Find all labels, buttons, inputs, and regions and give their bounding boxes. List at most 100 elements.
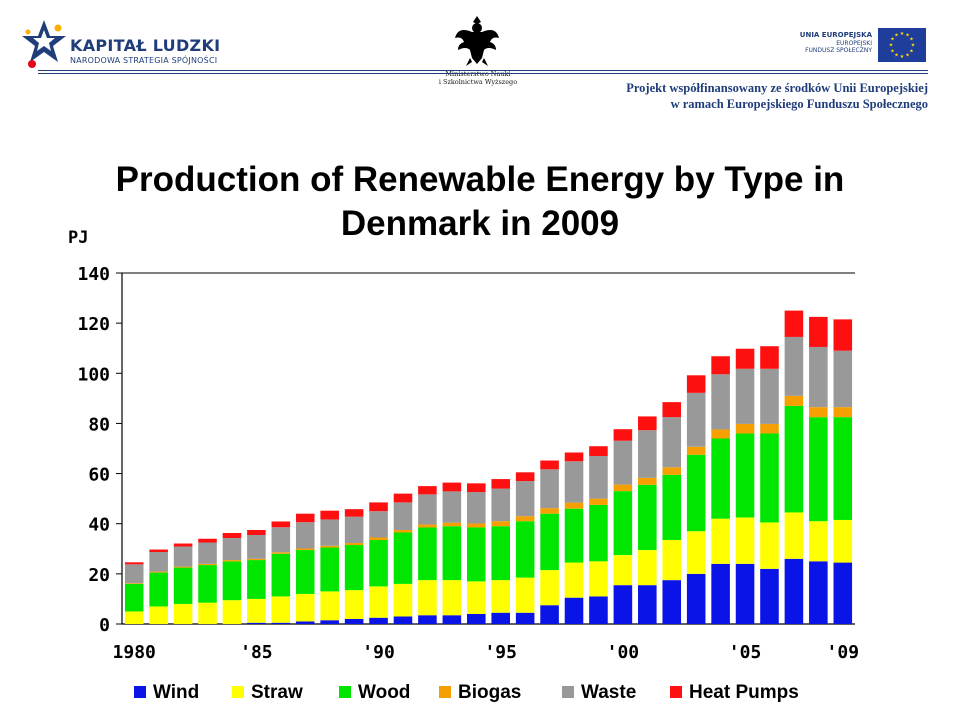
bar-biogas-2007	[784, 395, 804, 406]
eu-line-1: UNIA EUROPEJSKA	[799, 31, 872, 39]
bar-waste-1988	[320, 519, 339, 546]
x-tick-label: '05	[729, 642, 762, 663]
bar-wind-1995	[491, 612, 510, 624]
bar-wind-1991	[393, 616, 413, 624]
bar-waste-2000	[613, 440, 633, 485]
bar-straw-2007	[784, 512, 804, 559]
bar-wood-1988	[320, 547, 339, 592]
bar-straw-2006	[760, 522, 779, 569]
svg-text:★: ★	[900, 31, 905, 37]
bar-wind-2005	[735, 563, 755, 624]
svg-text:★: ★	[900, 54, 905, 60]
bar-heat-pumps-1985	[247, 529, 266, 535]
bar-wind-2004	[711, 563, 730, 624]
bar-straw-1993	[442, 580, 462, 616]
bar-heat-pumps-2001	[638, 416, 657, 431]
bar-straw-2009	[833, 519, 853, 563]
bar-heat-pumps-2000	[613, 429, 633, 441]
y-tick-label: 80	[88, 414, 110, 435]
kapital-ludzki-logo-text: KAPITAŁ LUDZKI NARODOWA STRATEGIA SPÓJNO…	[70, 36, 220, 65]
bar-waste-1992	[418, 494, 437, 525]
project-line-2: w ramach Europejskiego Funduszu Społeczn…	[670, 97, 928, 111]
bar-heat-pumps-2006	[760, 346, 779, 369]
bar-wind-1990	[369, 617, 388, 624]
legend-swatch-biogas	[439, 686, 451, 698]
bar-wood-2006	[760, 433, 779, 523]
bar-waste-1984	[222, 538, 242, 561]
bar-waste-2004	[711, 374, 730, 430]
bar-wood-2000	[613, 491, 633, 556]
bar-biogas-1985	[247, 558, 266, 561]
bar-straw-1986	[271, 596, 291, 623]
bar-straw-1980	[124, 611, 144, 624]
bar-heat-pumps-2005	[735, 348, 755, 369]
bar-heat-pumps-1997	[540, 460, 559, 470]
bar-wood-1986	[271, 553, 291, 597]
bar-waste-1998	[564, 461, 584, 503]
bar-wood-1987	[295, 550, 315, 594]
bar-wind-2003	[686, 573, 706, 624]
bar-straw-1991	[393, 583, 413, 617]
bar-biogas-1992	[418, 524, 437, 528]
bar-biogas-1987	[295, 548, 315, 551]
bar-biogas-1986	[271, 552, 291, 554]
legend-label-heat-pumps: Heat Pumps	[689, 682, 799, 703]
svg-text:★: ★	[890, 37, 895, 43]
bar-wind-1997	[540, 605, 559, 624]
svg-text:★: ★	[911, 43, 916, 49]
bar-wind-1994	[467, 613, 486, 624]
bar-heat-pumps-1987	[295, 513, 315, 523]
bar-heat-pumps-2007	[784, 310, 804, 337]
bar-waste-1983	[198, 542, 217, 564]
bar-biogas-1998	[564, 502, 584, 509]
bar-wind-1992	[418, 615, 437, 624]
bar-wind-1996	[515, 612, 535, 624]
eu-label: UNIA EUROPEJSKA EUROPEJSKI FUNDUSZ SPOŁE…	[786, 31, 872, 55]
legend-label-straw: Straw	[251, 682, 303, 703]
plot-area: 0 20 40 60 80 100 120 140 PJ 1980 '85 '90 '95 '00 '05 '…	[68, 228, 859, 663]
svg-text:★: ★	[905, 33, 910, 39]
bar-biogas-1999	[589, 498, 608, 505]
bar-waste-1997	[540, 469, 559, 509]
header-divider-line	[38, 70, 928, 74]
legend-swatch-waste	[562, 686, 574, 698]
bar-wood-1992	[418, 527, 437, 581]
bar-waste-2002	[662, 417, 682, 468]
bar-heat-pumps-1991	[393, 493, 413, 503]
bar-waste-1995	[491, 488, 510, 522]
bar-wood-2001	[638, 484, 657, 551]
bar-heat-pumps-1990	[369, 502, 388, 512]
polish-eagle-emblem-icon	[455, 16, 499, 66]
bar-biogas-1989	[344, 543, 364, 546]
bar-wood-1982	[173, 567, 193, 604]
bar-straw-2000	[613, 555, 633, 586]
bar-heat-pumps-1980	[124, 562, 144, 565]
x-tick-label: '95	[484, 642, 517, 663]
bar-wind-2006	[760, 568, 779, 624]
bar-waste-1985	[247, 535, 266, 559]
bar-straw-1999	[589, 561, 608, 597]
bar-biogas-1995	[491, 521, 510, 527]
bar-wood-2007	[784, 405, 804, 513]
bar-wood-2002	[662, 474, 682, 541]
legend-label-biogas: Biogas	[458, 682, 521, 703]
bar-wind-1987	[295, 621, 315, 624]
bar-heat-pumps-2003	[686, 375, 706, 393]
bar-straw-2005	[735, 517, 755, 564]
bar-wind-2007	[784, 558, 804, 624]
bar-wind-2009	[833, 562, 853, 624]
kapital-ludzki-subtitle: NARODOWA STRATEGIA SPÓJNOŚCI	[70, 56, 218, 65]
bar-heat-pumps-2009	[833, 319, 853, 351]
bar-waste-1993	[442, 491, 462, 523]
bar-waste-1987	[295, 522, 315, 549]
bar-biogas-1991	[393, 529, 413, 533]
bar-straw-1992	[418, 580, 437, 616]
kapital-ludzki-title: KAPITAŁ LUDZKI	[70, 36, 221, 55]
bar-heat-pumps-1996	[515, 472, 535, 482]
bar-heat-pumps-1992	[418, 486, 437, 495]
bar-waste-2009	[833, 350, 853, 408]
bar-biogas-2004	[711, 429, 730, 439]
y-tick-label: 40	[88, 515, 110, 536]
bar-straw-2008	[809, 521, 828, 562]
bar-wind-2000	[613, 585, 633, 624]
